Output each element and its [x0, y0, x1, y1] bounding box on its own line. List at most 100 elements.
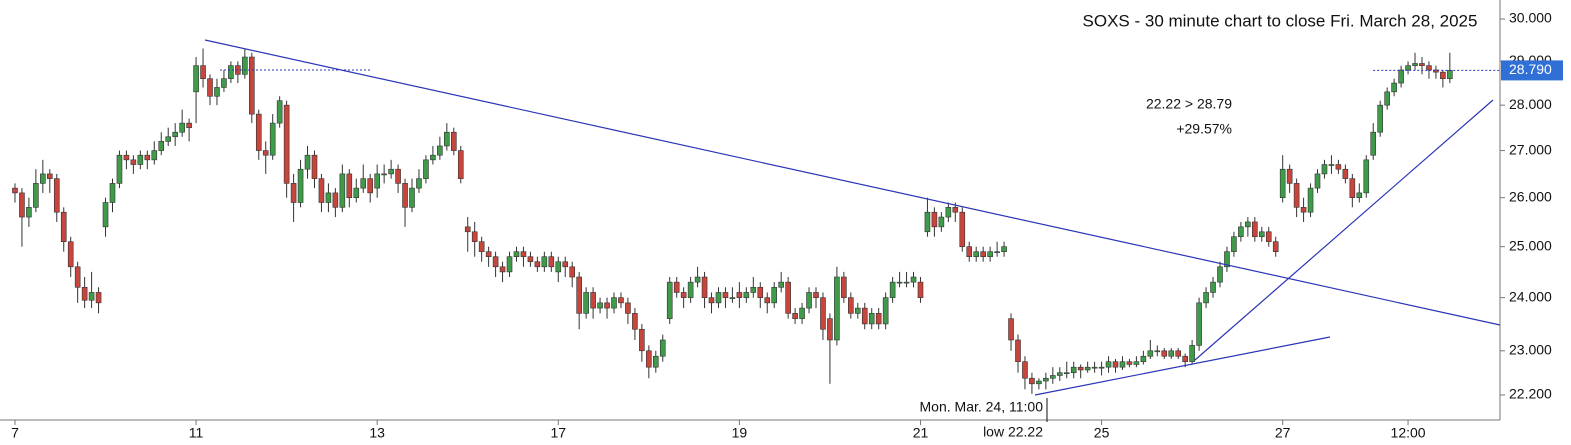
- candle-body: [548, 256, 555, 268]
- candle-body: [388, 168, 394, 175]
- candle-body: [499, 266, 506, 273]
- candle-body: [1224, 251, 1230, 268]
- candle-body: [757, 286, 764, 298]
- x-tick-label: 21: [913, 425, 929, 441]
- candle-body: [729, 297, 736, 299]
- annotation: Mon. Mar. 24, 11:00: [920, 399, 1044, 415]
- candle-body: [1189, 345, 1195, 363]
- candle-body: [1426, 65, 1432, 71]
- candle-body: [116, 154, 123, 184]
- candle-body: [966, 246, 973, 258]
- candle-body: [151, 150, 158, 161]
- x-tick-label: 7: [11, 425, 19, 441]
- candle-body: [47, 173, 53, 179]
- candle-body: [1245, 221, 1251, 228]
- x-tick-label: 17: [550, 425, 566, 441]
- candle-body: [687, 281, 694, 298]
- candle-body: [792, 313, 798, 319]
- candle-body: [109, 183, 116, 203]
- candle-body: [137, 154, 144, 165]
- candle-body: [444, 131, 450, 147]
- candle-body: [1384, 91, 1390, 106]
- candle-body: [409, 187, 415, 208]
- candle-body: [1300, 207, 1307, 213]
- candle-body: [1328, 164, 1335, 166]
- candle-body: [450, 131, 457, 151]
- candle-body: [1279, 168, 1286, 198]
- candle-body: [952, 207, 959, 213]
- candles: [12, 48, 1453, 394]
- candle-body: [1252, 221, 1258, 238]
- candle-body: [611, 297, 617, 309]
- y-tick-label: 24.000: [1509, 288, 1552, 304]
- candle-body: [200, 65, 206, 79]
- candle-body: [276, 100, 283, 124]
- candle-body: [40, 173, 46, 184]
- candle-body: [834, 276, 840, 341]
- candle-body: [430, 154, 436, 161]
- candle-body: [353, 187, 360, 198]
- candle-body: [1001, 246, 1007, 252]
- candle-body: [931, 211, 938, 228]
- x-tick-label: 25: [1094, 425, 1110, 441]
- candle-body: [464, 226, 471, 233]
- candle-body: [1022, 361, 1028, 379]
- candle-body: [1293, 183, 1300, 208]
- candle-body: [527, 256, 534, 263]
- candle-body: [520, 251, 527, 258]
- candle-body: [896, 281, 903, 284]
- candle-body: [492, 256, 499, 268]
- candle-body: [214, 87, 220, 97]
- candle-body: [130, 159, 137, 165]
- candle-body: [604, 302, 610, 309]
- candle-body: [221, 78, 227, 88]
- candle-body: [374, 173, 380, 189]
- candle-body: [743, 292, 750, 298]
- candle-body: [1029, 377, 1035, 385]
- candle-body: [60, 211, 67, 242]
- candle-body: [1175, 350, 1181, 357]
- candle-body: [367, 178, 374, 194]
- candle-body: [771, 286, 778, 304]
- candle-body: [1314, 173, 1321, 189]
- candle-body: [715, 292, 722, 304]
- candle-body: [652, 355, 659, 368]
- x-tick-label: 13: [369, 425, 385, 441]
- candle-body: [471, 231, 478, 242]
- candle-body: [980, 251, 986, 258]
- candle-body: [541, 256, 548, 268]
- candle-body: [402, 183, 408, 208]
- candle-body: [778, 281, 784, 288]
- candle-body: [242, 56, 248, 75]
- candle-body: [827, 318, 833, 341]
- candle-body: [701, 276, 708, 298]
- candle-body: [1056, 372, 1063, 376]
- candle-body: [945, 207, 952, 218]
- candle-body: [583, 292, 589, 314]
- candle-body: [1050, 375, 1056, 379]
- candle-body: [534, 261, 541, 268]
- candle-body: [673, 281, 680, 293]
- candle-body: [848, 297, 854, 314]
- candle-body: [938, 216, 945, 228]
- candle-body: [423, 159, 429, 179]
- candle-body: [1070, 366, 1077, 374]
- candle-body: [172, 131, 178, 138]
- candle-body: [666, 281, 673, 319]
- candle-body: [994, 251, 1000, 253]
- candle-body: [81, 286, 88, 301]
- candle-body: [680, 292, 687, 298]
- candle-body: [1377, 104, 1383, 133]
- candle-body: [1405, 65, 1411, 71]
- candle-body: [1091, 366, 1098, 369]
- candle-body: [1196, 302, 1202, 346]
- chart-title: SOXS - 30 minute chart to close Fri. Mar…: [1083, 11, 1478, 30]
- candle-body: [88, 292, 95, 301]
- candle-body: [813, 292, 819, 298]
- candle-body: [1140, 355, 1147, 363]
- candle-body: [764, 297, 771, 304]
- candle-body: [228, 65, 234, 79]
- candle-body: [1447, 70, 1453, 79]
- candle-body: [1105, 361, 1112, 368]
